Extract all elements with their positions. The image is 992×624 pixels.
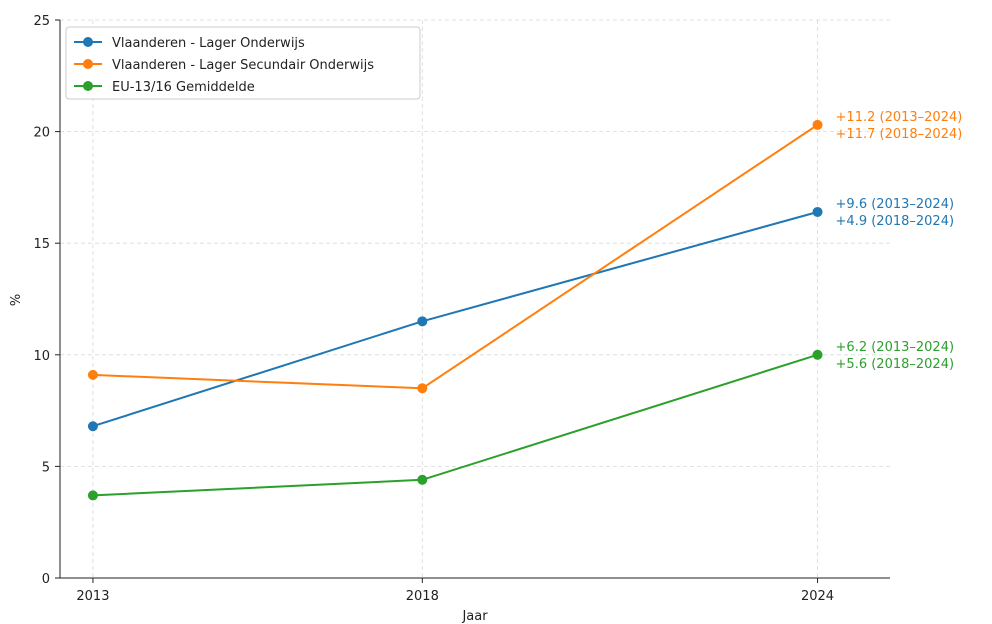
- data-point: [87, 369, 98, 380]
- data-point: [812, 206, 823, 217]
- change-annotation: +9.6 (2013–2024): [836, 197, 955, 212]
- data-point: [812, 349, 823, 360]
- change-annotation: +11.2 (2013–2024): [836, 110, 963, 125]
- x-tick-label: 2018: [406, 589, 439, 604]
- y-tick-label: 20: [33, 126, 50, 141]
- change-annotation: +11.7 (2018–2024): [836, 127, 963, 142]
- series-line: [92, 211, 818, 428]
- legend-box: [65, 26, 421, 100]
- legend-swatch-marker: [83, 59, 93, 69]
- legend-swatch-marker: [83, 37, 93, 47]
- legend-label: EU-13/16 Gemiddelde: [112, 80, 255, 95]
- legend-swatch-marker: [83, 81, 93, 91]
- y-axis-label: %: [9, 294, 24, 306]
- series-layer: [87, 119, 823, 501]
- legend-label: Vlaanderen - Lager Onderwijs: [112, 36, 305, 51]
- x-axis-label: Jaar: [461, 609, 488, 624]
- change-annotation: +5.6 (2018–2024): [836, 357, 955, 372]
- data-point: [87, 490, 98, 501]
- x-tick-label: 2024: [801, 589, 834, 604]
- data-point: [87, 421, 98, 432]
- data-point: [417, 383, 428, 394]
- change-annotation: +6.2 (2013–2024): [836, 340, 955, 355]
- y-tick-label: 5: [42, 460, 50, 475]
- grid: [60, 19, 890, 579]
- y-tick-label: 25: [33, 14, 50, 29]
- series-line: [92, 353, 818, 497]
- data-point: [417, 316, 428, 327]
- legend: Vlaanderen - Lager Onderwijs Vlaanderen -…: [65, 26, 421, 100]
- series-line: [92, 124, 819, 390]
- y-tick-label: 15: [33, 237, 50, 252]
- y-tick-label: 10: [33, 349, 50, 364]
- change-annotation: +4.9 (2018–2024): [836, 214, 955, 229]
- legend-label: Vlaanderen - Lager Secundair Onderwijs: [112, 58, 374, 73]
- data-point: [417, 474, 428, 485]
- axes: 0 5 10 15 20 25 2013 2018 2024: [33, 14, 890, 604]
- annotations: +9.6 (2013–2024) +4.9 (2018–2024) +11.2 (2…: [836, 110, 963, 372]
- x-tick-label: 2013: [76, 589, 109, 604]
- y-tick-label: 0: [42, 572, 50, 587]
- data-point: [812, 119, 823, 130]
